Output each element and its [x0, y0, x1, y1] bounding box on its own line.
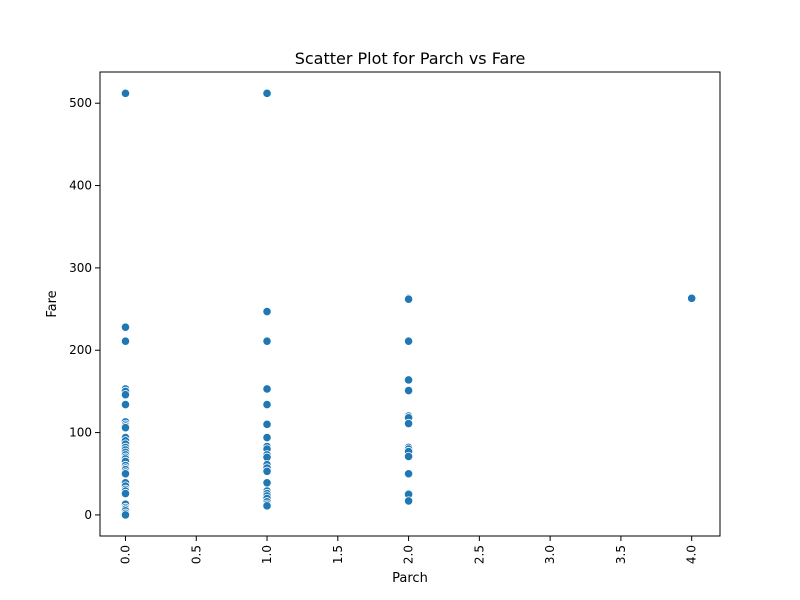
x-tick-label: 3.5 [614, 545, 628, 564]
data-point [262, 432, 272, 443]
data-point [403, 294, 414, 304]
y-tick-label: 0 [84, 508, 92, 522]
x-tick-label: 4.0 [685, 545, 699, 564]
data-point [262, 466, 272, 476]
data-point [403, 451, 414, 462]
x-axis: 0.0 0.5 1.0 1.5 2.0 2.5 3.0 3.5 4.0 [118, 536, 699, 564]
data-point [262, 384, 272, 394]
x-tick-label: 2.0 [402, 545, 416, 564]
x-tick-label: 3.0 [543, 545, 557, 564]
data-point [120, 88, 131, 98]
data-point [120, 390, 131, 400]
y-tick-label: 400 [69, 179, 92, 193]
data-point [687, 293, 697, 303]
data-point [262, 306, 272, 317]
y-axis-label: Fare [45, 290, 60, 317]
y-tick-label: 200 [69, 343, 92, 357]
y-tick-label: 500 [69, 96, 92, 110]
x-tick-label: 1.5 [331, 545, 345, 564]
data-point [120, 488, 131, 499]
data-point [262, 419, 272, 429]
data-point [403, 469, 414, 479]
data-point [262, 501, 272, 511]
data-point [120, 399, 131, 410]
x-tick-label: 2.5 [472, 545, 486, 564]
data-points [120, 88, 697, 520]
data-point [262, 88, 272, 98]
data-point [403, 385, 414, 396]
plot-area-frame [99, 71, 721, 537]
y-axis: 0 100 200 300 400 500 [69, 96, 100, 522]
x-tick-label: 1.0 [260, 545, 274, 564]
data-point [262, 478, 272, 488]
data-point [120, 469, 131, 479]
data-point [403, 375, 414, 385]
y-tick-label: 300 [69, 261, 92, 275]
data-point [403, 336, 414, 346]
data-point [262, 336, 272, 346]
x-axis-label: Parch [392, 571, 428, 586]
data-point [403, 496, 414, 506]
data-point [120, 423, 131, 433]
data-point [403, 418, 414, 429]
x-tick-label: 0.5 [189, 545, 203, 564]
x-tick-label: 0.0 [118, 545, 132, 564]
data-point [120, 510, 131, 520]
y-tick-label: 100 [69, 426, 92, 440]
data-point [262, 399, 272, 410]
data-point [120, 336, 131, 346]
data-point [120, 322, 131, 332]
chart-title: Scatter Plot for Parch vs Fare [295, 49, 526, 68]
